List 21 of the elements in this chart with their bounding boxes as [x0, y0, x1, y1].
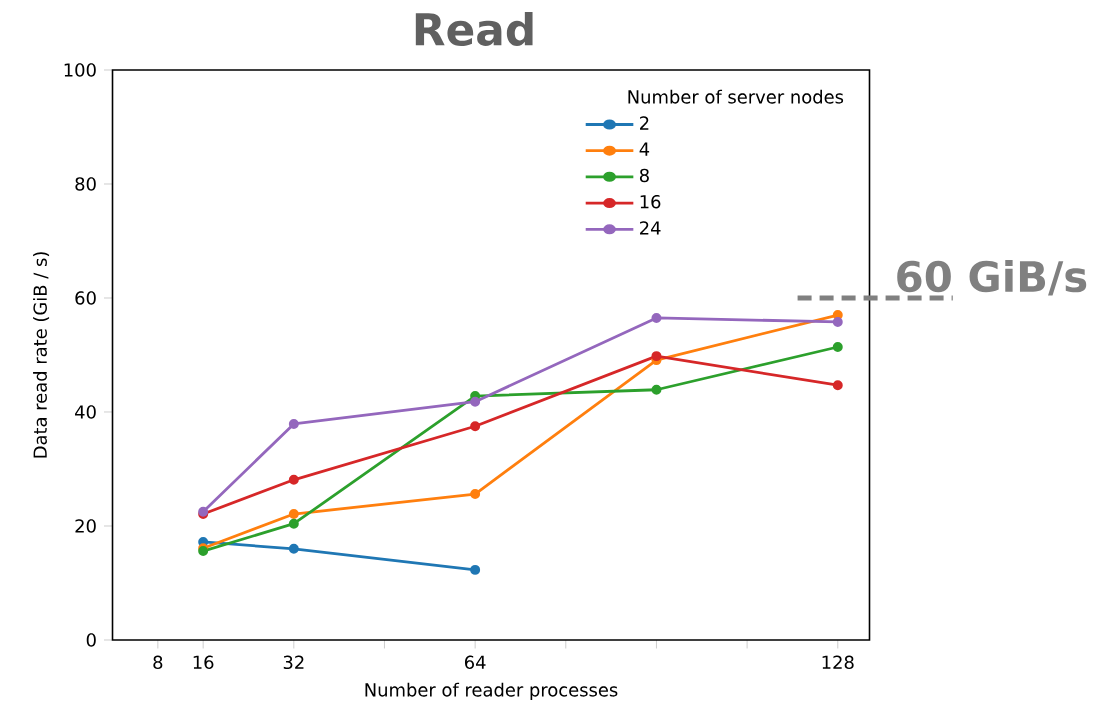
- x-tick-label: 8: [153, 655, 163, 670]
- y-axis-title: Data read rate (GiB / s): [33, 252, 50, 458]
- y-tick-label: 40: [75, 405, 96, 419]
- y-tick-label: 0: [86, 633, 96, 647]
- legend-label: 16: [640, 195, 661, 209]
- legend-title: Number of server nodes: [628, 89, 844, 104]
- legend-label: 2: [640, 116, 649, 130]
- y-tick-label: 100: [64, 63, 96, 77]
- x-tick-label: 32: [283, 655, 304, 670]
- x-tick-label: 128: [822, 655, 854, 670]
- y-tick-label: 60: [75, 291, 96, 305]
- legend-label: 4: [639, 142, 650, 156]
- ref-line-label: 60 GiB/s: [897, 260, 1087, 296]
- legend-label: 24: [640, 221, 661, 235]
- x-tick-label: 16: [193, 655, 214, 670]
- x-tick-label: 64: [464, 655, 486, 670]
- x-axis-title: Number of reader processes: [365, 682, 618, 701]
- y-tick-label: 20: [75, 519, 96, 533]
- y-tick-label: 80: [75, 177, 96, 191]
- chart-title: Read: [415, 12, 533, 47]
- legend-label: 8: [639, 168, 649, 183]
